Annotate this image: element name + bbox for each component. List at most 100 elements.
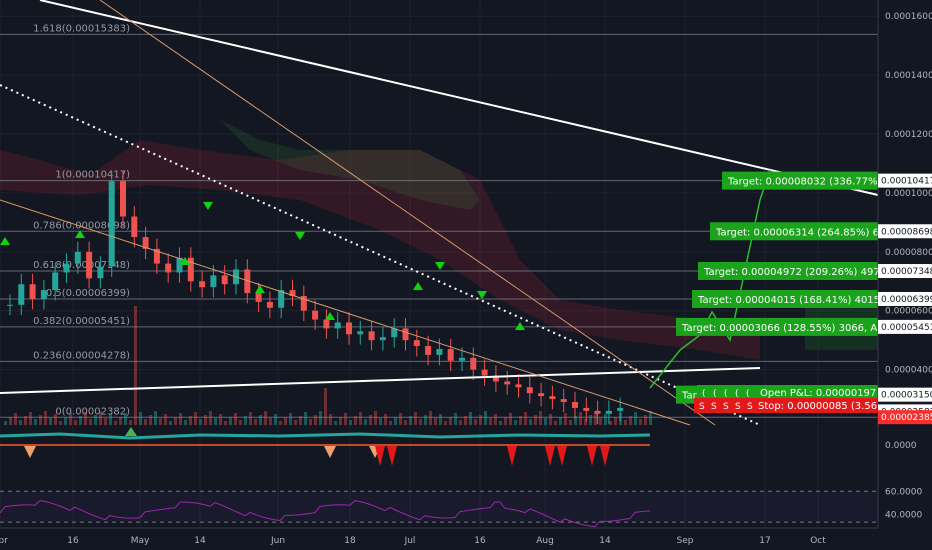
volume-bar [634,412,637,425]
candle-body [52,272,59,291]
volume-bar [399,413,402,425]
rsi-pane [0,490,878,528]
time-tick: Jun [270,536,285,546]
volume-bar [369,415,372,425]
volume-bar [414,412,417,425]
volume-bar [529,419,532,425]
volume-bar [549,414,552,425]
volume-bar [54,414,57,425]
candle-body [346,322,352,335]
volume-bar [279,421,282,425]
oscillator-axis-label: 0.0000 [885,441,917,451]
volume-bar [224,421,227,425]
candle-body [492,375,499,382]
fib-label: 1(0.00010417) [55,170,130,181]
volume-bar [394,417,397,425]
volume-bar [289,413,292,425]
volume-bar [244,416,247,425]
oscillator-bar [387,446,397,466]
volume-bar [474,419,477,425]
volume-bar [164,414,167,425]
price-tag [878,224,932,239]
target-labels[interactable]: Target: 0.00008032 (336.77%) 8 Target: 0.… [676,171,893,413]
volume-bar [189,416,192,425]
trendline-dotted [0,84,761,426]
candle-body [278,290,285,308]
volume-bar [109,414,112,425]
time-tick: 16 [67,536,79,546]
volume-bar [614,417,617,425]
volume-bar [14,413,17,425]
signal-markers [0,202,525,330]
volume-bar [419,419,422,425]
price-tag-label: 0.00003150 [881,391,932,401]
candle-body [436,349,443,355]
volume-bar [629,416,632,425]
volume-bar [214,418,217,425]
oscillator-line [0,432,651,440]
candle-body [266,301,273,308]
candle-body [165,263,172,273]
volume-bar [649,411,652,425]
volume-bar [169,421,172,425]
volume-bar [404,420,407,425]
volume-bar [299,416,302,425]
volume-bar [94,415,97,425]
rsi-axis-label: 40.0000 [885,510,922,520]
time-axis[interactable]: Apr 16 May 14 Jun 18 Jul 16 Aug 14 Sep 17 Oct [0,527,932,550]
target-box [722,171,878,190]
volume-bar [64,417,67,425]
candle-body [244,269,251,294]
candle-body [29,284,36,299]
volume-bar [644,415,647,425]
volume-bar [569,420,572,425]
volume-bar [319,411,322,425]
volume-bar [519,416,522,425]
fib-label: 0.5(0.00006399) [46,288,130,299]
fib-label: 0.618(0.00007348) [33,260,130,271]
volume-bar [209,411,212,425]
volume-bar [609,421,612,425]
trendlines[interactable] [0,0,879,426]
volume-bar [124,413,127,425]
volume-bar [179,413,182,425]
volume-bar [604,414,607,425]
buy-signal [255,285,265,293]
price-tag [878,264,932,279]
candle-body [131,216,138,238]
volume-bar [459,420,462,425]
buy-signal [75,230,85,238]
projection-path [649,169,771,389]
volume-bar [69,413,72,425]
volume-bar [464,416,467,425]
volume-bar [119,417,122,425]
volume-bar [139,412,142,425]
volume-bar [364,419,367,425]
volume-bar [294,420,297,425]
candle-body [481,369,488,376]
oscillator-bar [125,427,137,436]
volume-bar [439,414,442,425]
volume-bar [584,419,587,425]
volume-bar [84,412,87,425]
volume-bar [89,419,92,425]
volume-bar [9,417,12,425]
volume-bar [334,421,337,425]
candle-body [526,387,533,394]
candlesticks [7,170,624,425]
candle-body [391,328,398,338]
candle-body [379,337,386,341]
volume-bar [249,412,252,425]
volume-bar [19,420,22,425]
volume-bar [349,420,352,425]
open-pnl-label: Open P&L: 0.00000197 [760,388,876,399]
fib-label: 1.618(0.00015383) [33,23,130,34]
volume-bar [229,417,232,425]
oscillator-bar [557,446,567,466]
